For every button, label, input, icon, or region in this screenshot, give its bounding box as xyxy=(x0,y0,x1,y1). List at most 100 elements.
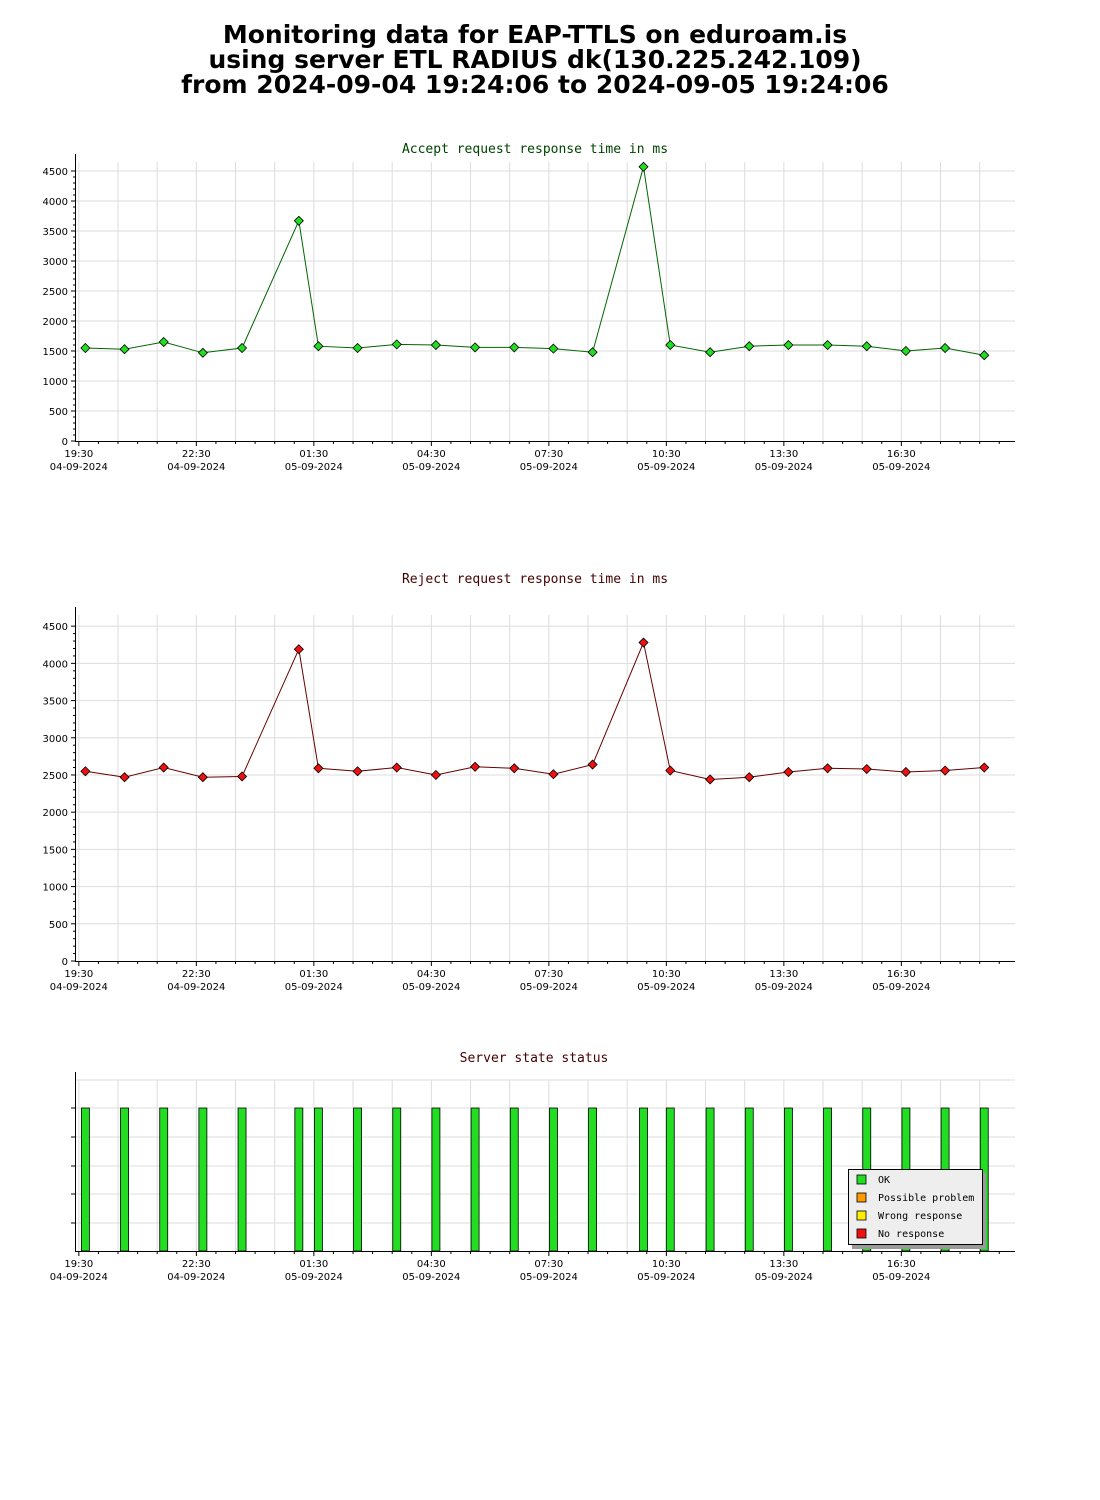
reject-data-point xyxy=(80,766,91,777)
reject-xtick-time: 10:30 xyxy=(652,969,681,980)
accept-data-point xyxy=(509,342,520,353)
status-xtick-time: 01:30 xyxy=(299,1259,328,1270)
accept-data-point xyxy=(470,342,481,353)
accept-xtick-time: 13:30 xyxy=(769,449,798,460)
accept-ytick-label: 3500 xyxy=(43,227,68,238)
status-xtick-time: 10:30 xyxy=(652,1259,681,1270)
accept-xtick-time: 10:30 xyxy=(652,449,681,460)
reject-data-point xyxy=(236,771,248,782)
reject-xtick-time: 01:30 xyxy=(299,969,328,980)
legend-label: Possible problem xyxy=(878,1193,974,1204)
reject-data-point xyxy=(197,772,208,783)
status-bar xyxy=(80,1107,90,1252)
reject-xtick-date: 05-09-2024 xyxy=(872,982,930,993)
reject-xtick-time: 19:30 xyxy=(64,969,93,980)
accept-data-point xyxy=(979,350,990,361)
accept-xtick-time: 04:30 xyxy=(417,449,446,460)
accept-ytick-label: 4500 xyxy=(43,167,68,178)
reject-ytick-label: 3000 xyxy=(43,734,68,745)
legend-swatch xyxy=(856,1192,867,1203)
reject-data-point xyxy=(979,762,990,773)
legend-box xyxy=(848,1169,983,1245)
status-xtick-date: 05-09-2024 xyxy=(755,1272,813,1283)
reject-data-point xyxy=(313,763,324,774)
accept-data-point xyxy=(638,161,649,172)
accept-xtick-date: 05-09-2024 xyxy=(755,462,813,473)
reject-data-point xyxy=(861,763,872,775)
accept-data-point xyxy=(158,336,169,348)
status-bar xyxy=(665,1107,675,1252)
reject-data-point xyxy=(665,765,676,776)
accept-data-point xyxy=(783,339,794,351)
accept-ytick-label: 3000 xyxy=(43,257,68,268)
reject-ytick-label: 500 xyxy=(49,920,68,931)
status-xtick-date: 05-09-2024 xyxy=(520,1272,578,1283)
status-xtick-date: 05-09-2024 xyxy=(285,1272,343,1283)
status-bar xyxy=(294,1107,304,1252)
reject-data-point xyxy=(509,763,520,774)
status-bar xyxy=(431,1107,441,1252)
reject-ytick-label: 0 xyxy=(62,957,68,968)
accept-xtick-time: 01:30 xyxy=(299,449,328,460)
accept-ytick-label: 1000 xyxy=(43,377,68,388)
page-header: Monitoring data for EAP-TTLS on eduroam.… xyxy=(0,22,1070,97)
reject-data-point xyxy=(391,762,402,773)
status-bar xyxy=(549,1107,558,1252)
reject-xtick-date: 05-09-2024 xyxy=(520,982,578,993)
accept-data-point xyxy=(587,347,598,358)
reject-xtick-time: 22:30 xyxy=(182,969,211,980)
reject-data-point xyxy=(638,637,649,648)
legend-swatch xyxy=(856,1174,867,1185)
reject-ytick-label: 4000 xyxy=(43,659,68,670)
accept-xtick-date: 05-09-2024 xyxy=(520,462,578,473)
reject-xtick-date: 05-09-2024 xyxy=(402,982,460,993)
reject-data-point xyxy=(430,769,441,781)
status-xtick-time: 22:30 xyxy=(182,1259,211,1270)
status-bar xyxy=(353,1107,362,1252)
status-xtick-date: 05-09-2024 xyxy=(872,1272,930,1283)
reject-data-point xyxy=(119,772,130,783)
status-bar xyxy=(784,1107,793,1252)
accept-data-point xyxy=(80,342,91,354)
reject-xtick-time: 07:30 xyxy=(534,969,563,980)
legend-label: No response xyxy=(878,1229,944,1240)
status-bar xyxy=(639,1107,648,1252)
status-legend: OK Possible problem Wrong response No respo… xyxy=(848,1169,986,1249)
accept-ytick-label: 0 xyxy=(62,437,68,448)
reject-data-point xyxy=(587,759,598,770)
accept-data-point xyxy=(197,347,208,358)
accept-ytick-label: 2500 xyxy=(43,287,68,298)
reject-xtick-date: 05-09-2024 xyxy=(285,982,343,993)
accept-data-point xyxy=(548,343,559,354)
legend-swatch xyxy=(856,1210,867,1221)
accept-data-point xyxy=(822,339,833,351)
accept-data-point xyxy=(705,347,716,358)
status-bar xyxy=(159,1107,169,1252)
reject-data-point xyxy=(744,772,755,783)
reject-xtick-date: 04-09-2024 xyxy=(167,982,225,993)
status-bar xyxy=(705,1107,715,1252)
accept-data-point xyxy=(900,345,911,357)
accept-xtick-time: 19:30 xyxy=(64,449,93,460)
accept-title: Accept request response time in ms xyxy=(402,142,668,157)
reject-ytick-label: 2500 xyxy=(43,771,68,782)
reject-xtick-date: 05-09-2024 xyxy=(755,982,813,993)
reject-xtick-date: 04-09-2024 xyxy=(50,982,108,993)
accept-data-point xyxy=(665,339,676,351)
reject-data-point xyxy=(940,765,951,776)
status-bar xyxy=(237,1107,247,1252)
reject-ytick-label: 3500 xyxy=(43,697,68,708)
reject-xtick-time: 16:30 xyxy=(887,969,916,980)
accept-ytick-label: 2000 xyxy=(43,317,68,328)
status-bar xyxy=(509,1107,519,1252)
reject-ytick-label: 2000 xyxy=(43,808,68,819)
legend-swatch xyxy=(856,1228,867,1239)
accept-data-point xyxy=(940,342,951,354)
reject-data-point xyxy=(900,766,911,778)
reject-data-point xyxy=(705,774,716,785)
accept-data-point xyxy=(236,342,248,354)
reject-ytick-label: 1000 xyxy=(43,883,68,894)
status-xtick-date: 04-09-2024 xyxy=(167,1272,225,1283)
status-bar xyxy=(744,1107,754,1252)
header-line-3: from 2024-09-04 19:24:06 to 2024-09-05 1… xyxy=(181,70,889,99)
